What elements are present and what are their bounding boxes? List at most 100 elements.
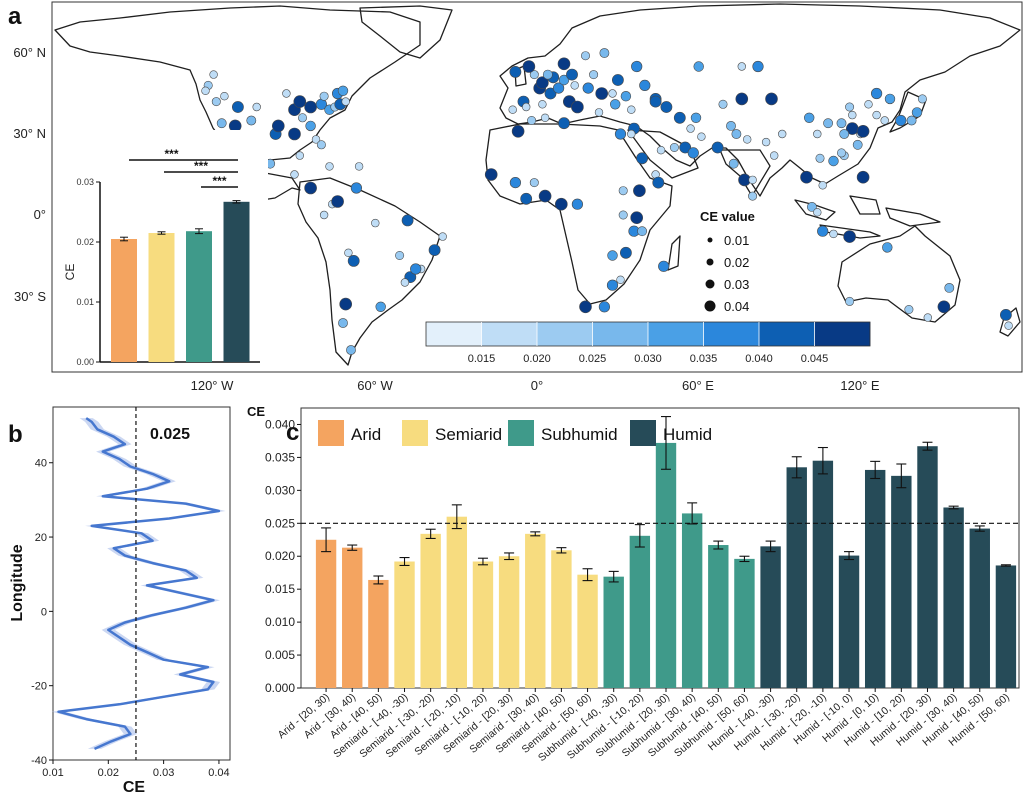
station-point xyxy=(817,225,829,237)
station-point xyxy=(660,101,673,113)
station-point xyxy=(271,119,285,133)
station-point xyxy=(852,139,863,150)
y-tick-label: 0.035 xyxy=(265,450,295,464)
station-point xyxy=(511,125,525,138)
station-point xyxy=(673,111,686,124)
station-point xyxy=(319,210,329,220)
inset-y-tick-label: 0.03 xyxy=(76,177,94,187)
y-tick-label: 0.025 xyxy=(265,516,295,530)
station-point xyxy=(282,89,291,98)
inset-bar xyxy=(223,201,250,362)
station-point xyxy=(803,112,815,124)
station-point xyxy=(620,90,632,102)
bar xyxy=(472,561,494,688)
station-point xyxy=(669,143,679,153)
bar xyxy=(342,547,363,688)
y-tick-label: 0.020 xyxy=(265,549,295,563)
lon-label: 60° E xyxy=(682,378,714,393)
station-point xyxy=(290,170,299,179)
station-point xyxy=(375,301,386,312)
colorbar-swatch xyxy=(426,322,482,346)
station-point xyxy=(344,248,353,258)
colorbar-swatch xyxy=(648,322,704,346)
inset-y-tick-label: 0.01 xyxy=(76,297,94,307)
colorbar-swatch xyxy=(592,322,649,346)
station-point xyxy=(428,244,441,256)
panel-c-ylabel: CE xyxy=(247,404,265,419)
station-point xyxy=(765,92,778,106)
station-point xyxy=(620,246,632,259)
station-point xyxy=(295,151,304,160)
colorbar-swatch xyxy=(703,322,760,346)
station-point xyxy=(807,201,817,212)
africa-outline xyxy=(485,123,673,305)
indonesia-outline xyxy=(794,195,941,239)
x-tick-label: 0.04 xyxy=(208,767,229,779)
y-tick-label: -20 xyxy=(31,681,47,693)
y-tick-label: 0.040 xyxy=(265,417,295,431)
station-point xyxy=(346,345,356,355)
station-point xyxy=(848,110,857,120)
bar xyxy=(525,533,546,688)
inset-bar xyxy=(111,239,137,362)
station-point xyxy=(711,141,724,154)
panel-a-map: 60° N 30° N 0° 30° S 120° W 60° W 0° 60°… xyxy=(8,1,1023,393)
lon-label: 0° xyxy=(531,378,543,393)
significance-label: *** xyxy=(164,147,178,161)
y-tick-label: 0.005 xyxy=(265,648,295,662)
station-point xyxy=(828,155,839,167)
station-point xyxy=(884,93,896,105)
station-point xyxy=(606,279,619,291)
bar xyxy=(734,558,755,688)
station-point xyxy=(220,91,229,101)
station-point xyxy=(748,191,758,201)
colorbar-tick-label: 0.025 xyxy=(579,353,607,365)
station-point xyxy=(735,92,749,106)
station-point xyxy=(649,95,662,108)
station-point xyxy=(839,129,850,139)
colorbar-tick-label: 0.045 xyxy=(801,353,829,365)
bar xyxy=(864,469,886,688)
station-point xyxy=(731,129,742,139)
station-point xyxy=(246,115,257,126)
station-point xyxy=(614,128,627,140)
station-point xyxy=(906,115,917,126)
station-point xyxy=(347,254,360,267)
station-point xyxy=(211,97,221,107)
station-point xyxy=(880,116,889,125)
station-point xyxy=(686,124,695,133)
panel-label-b: b xyxy=(8,421,23,448)
bar xyxy=(315,539,337,688)
station-point xyxy=(618,210,628,220)
station-point xyxy=(608,89,617,98)
station-point xyxy=(311,135,321,144)
size-legend: CE value 0.01 0.02 0.03 0.04 xyxy=(700,209,755,314)
station-point xyxy=(627,129,636,139)
station-point xyxy=(558,117,570,130)
bar xyxy=(498,556,520,688)
colorbar-tick-label: 0.040 xyxy=(745,353,773,365)
station-point xyxy=(400,278,410,287)
station-point xyxy=(618,186,628,196)
station-point xyxy=(509,66,522,78)
station-point xyxy=(815,153,825,163)
station-point xyxy=(882,242,893,253)
y-tick-label: 0.010 xyxy=(265,615,295,629)
station-point xyxy=(937,300,951,314)
size-legend-title: CE value xyxy=(700,209,755,224)
station-point xyxy=(297,113,307,123)
size-legend-label: 0.03 xyxy=(724,277,749,292)
station-point xyxy=(350,182,363,194)
station-point xyxy=(554,197,568,211)
station-point xyxy=(836,118,847,129)
station-point xyxy=(697,132,706,141)
station-point xyxy=(371,218,380,228)
station-point xyxy=(542,69,553,80)
inset-bar xyxy=(148,233,175,362)
station-point xyxy=(813,208,822,217)
legend-label: Subhumid xyxy=(541,425,618,444)
colorbar-tick-label: 0.015 xyxy=(468,353,496,365)
legend-swatch xyxy=(402,420,428,446)
size-legend-label: 0.04 xyxy=(724,299,749,314)
